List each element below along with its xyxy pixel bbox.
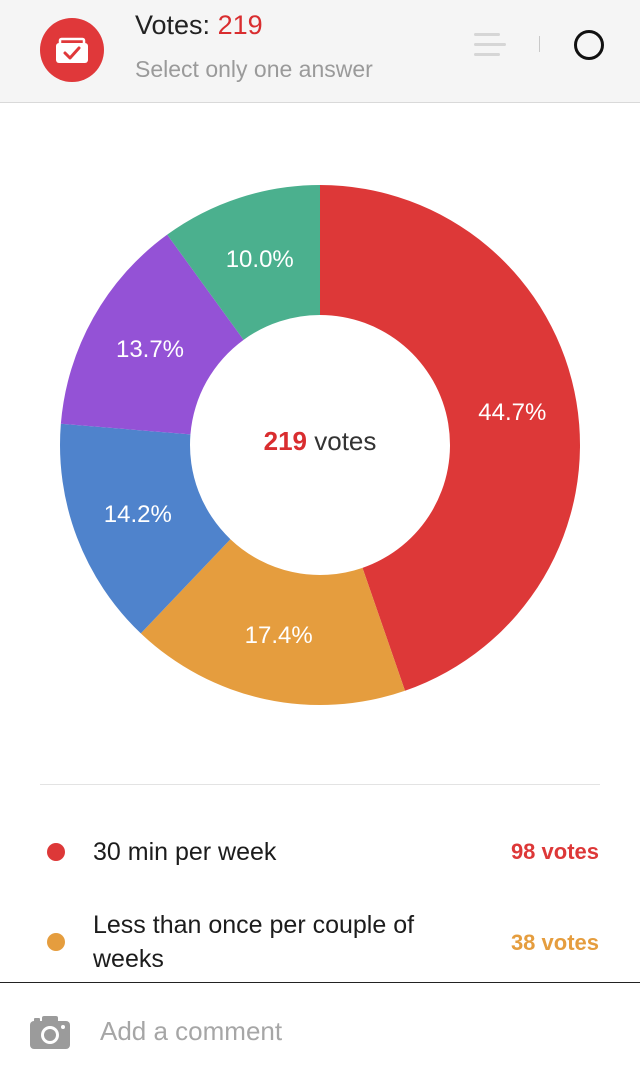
poll-subtitle: Select only one answer — [135, 56, 373, 82]
donut-slice[interactable] — [60, 423, 231, 634]
donut-slice[interactable] — [320, 185, 580, 691]
sort-lines-icon[interactable] — [470, 28, 510, 67]
donut-slice-label: 10.0% — [226, 246, 294, 273]
ring-icon[interactable] — [574, 30, 604, 60]
answer-label: Less than once per couple of weeks — [93, 911, 415, 973]
donut-slice[interactable] — [60, 234, 244, 435]
chart-divider — [40, 784, 600, 785]
header-divider — [539, 36, 540, 52]
camera-icon[interactable] — [29, 1013, 71, 1056]
donut-center-count: 219 — [263, 426, 307, 456]
donut-slice-label: 17.4% — [245, 622, 313, 649]
donut-center-unit: votes — [314, 426, 377, 456]
donut-slice[interactable] — [167, 185, 320, 340]
donut-slice-label: 14.2% — [104, 501, 172, 528]
answer-color-dot — [47, 933, 65, 951]
donut-slice[interactable] — [140, 539, 405, 705]
answer-vote-count: 98 votes — [510, 839, 599, 864]
donut-slice-label: 13.7% — [116, 336, 184, 363]
answer-color-dot — [47, 843, 65, 861]
donut-center-label: 219 votes — [200, 426, 440, 457]
donut-chart-svg: 44.7% 17.4% 14.2% 13.7% 10.0% — [60, 185, 580, 705]
comment-bar — [0, 982, 640, 1077]
votes-total-count: 219 — [217, 10, 263, 40]
answer-label: 30 min per week — [93, 838, 277, 866]
votes-total-label: Votes: — [135, 10, 211, 40]
comment-input[interactable] — [100, 1013, 600, 1049]
results-donut-chart: 44.7% 17.4% 14.2% 13.7% 10.0% 219 votes — [0, 140, 640, 750]
poll-header: Votes: 219 Select only one answer — [0, 0, 640, 103]
answer-row[interactable]: Less than once per couple of weeks 38 vo… — [0, 904, 640, 982]
ballot-box-icon — [40, 18, 104, 82]
answer-row[interactable]: 30 min per week 98 votes — [0, 822, 640, 892]
votes-total: Votes: 219 — [135, 10, 263, 41]
donut-slice-label: 44.7% — [478, 399, 546, 426]
answer-vote-count: 38 votes — [510, 930, 599, 955]
